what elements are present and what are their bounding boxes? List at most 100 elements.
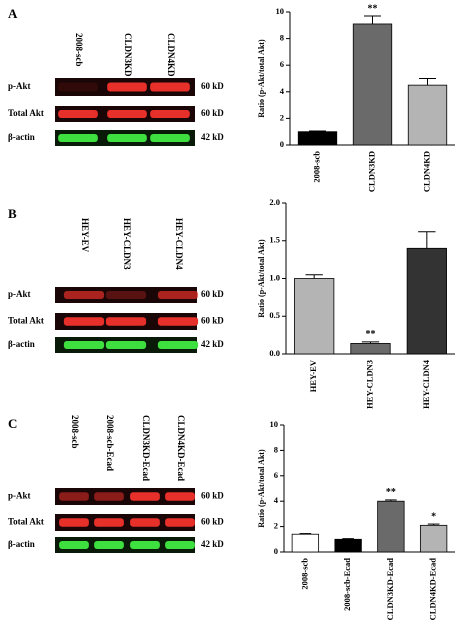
blot-band <box>165 492 195 501</box>
size-label: 60 kD <box>201 108 224 118</box>
bar <box>294 278 335 355</box>
y-tick-label: 6 <box>274 470 278 480</box>
blot-band <box>94 492 124 501</box>
y-tick-label: 8 <box>280 33 284 43</box>
bar <box>407 84 448 146</box>
blot-band <box>59 492 89 501</box>
blot-strip <box>55 488 195 505</box>
lane-label: CLDN4KD <box>166 33 176 77</box>
blot-band <box>63 291 105 299</box>
blot-band <box>58 82 98 92</box>
significance: * <box>431 511 436 522</box>
lane-label: CLDN4KD-Ecad <box>176 415 186 481</box>
size-label: 60 kD <box>201 491 224 501</box>
blot-band <box>150 110 190 118</box>
blot-band <box>58 110 98 118</box>
blot-band <box>105 291 147 299</box>
bar <box>419 524 448 553</box>
x-tick-label: 2008-scb <box>311 151 321 183</box>
size-label: 60 kD <box>201 81 224 91</box>
blot-band <box>58 134 98 142</box>
y-tick-label: 0.0 <box>269 348 280 358</box>
y-tick-label: 4 <box>274 495 279 505</box>
blot-band <box>165 518 195 527</box>
significance: ** <box>366 329 376 340</box>
row-label: β-actin <box>8 539 35 549</box>
lane-label: HEY-CLDN3 <box>122 218 132 270</box>
lane-label: CLDN3KD-Ecad <box>141 415 151 481</box>
bar <box>352 23 393 146</box>
blot-band <box>105 341 147 349</box>
x-tick-label: CLDN4KD <box>421 151 431 192</box>
x-tick-label: HEY-CLDN3 <box>364 360 374 409</box>
y-tick-label: 0 <box>274 546 278 556</box>
y-tick-label: 4 <box>280 86 285 96</box>
x-tick-label: HEY-CLDN4 <box>421 359 431 409</box>
y-tick-label: 10 <box>270 419 279 429</box>
y-tick-label: 2 <box>280 112 284 122</box>
y-tick-label: 10 <box>276 6 285 16</box>
size-label: 42 kD <box>201 132 224 142</box>
size-label: 60 kD <box>201 316 224 326</box>
x-tick-label: HEY-EV <box>308 359 318 392</box>
row-label: Total Akt <box>8 517 44 527</box>
blot-band <box>157 291 199 299</box>
lane-label: HEY-EV <box>80 218 90 253</box>
blot-strip <box>55 514 195 531</box>
lane-label: CLDN3KD <box>123 33 133 77</box>
x-tick-label: 2008-scb-Ecad <box>342 558 352 611</box>
row-label: p-Akt <box>8 491 31 501</box>
bar <box>334 538 362 553</box>
blot-band <box>107 110 147 118</box>
blot-band <box>107 82 147 92</box>
y-tick-label: 0 <box>280 139 284 149</box>
row-label: Total Akt <box>8 108 44 118</box>
blot-band <box>130 518 160 527</box>
bar <box>350 343 391 355</box>
lane-label: 2008-scb-Ecad <box>105 415 115 471</box>
x-tick-label: CLDN3KD-Ecad <box>385 558 395 620</box>
blot-band <box>157 317 199 326</box>
y-tick-label: 1.5 <box>269 235 280 245</box>
x-tick-label: 2008-scb <box>299 558 309 590</box>
blot-band <box>130 492 160 501</box>
size-label: 60 kD <box>201 289 224 299</box>
y-tick-label: 8 <box>274 444 278 454</box>
row-label: β-actin <box>8 132 35 142</box>
size-label: 42 kD <box>201 539 224 549</box>
panel-label: B <box>8 206 17 221</box>
y-tick-label: 2.0 <box>269 197 280 207</box>
bar <box>291 533 320 553</box>
bar <box>377 500 405 553</box>
y-tick-label: 0.5 <box>269 310 280 320</box>
blot-band <box>150 82 190 92</box>
size-label: 60 kD <box>201 517 224 527</box>
blot-band <box>107 134 147 142</box>
blot-band <box>59 541 89 549</box>
blot-band <box>59 518 89 527</box>
y-tick-label: 1.0 <box>269 272 280 282</box>
y-tick-label: 2 <box>274 521 278 531</box>
lane-label: 2008-scb <box>70 415 80 449</box>
y-axis-label: Ratio (p-Akt/total Akt) <box>257 449 266 528</box>
x-tick-label: CLDN4KD-Ecad <box>428 558 438 620</box>
y-axis-label: Ratio (p-Akt/total Akt) <box>257 39 266 118</box>
row-label: Total Akt <box>8 316 44 326</box>
bar <box>297 131 338 146</box>
row-label: p-Akt <box>8 289 31 299</box>
bar <box>406 247 447 355</box>
blot-band <box>157 341 199 349</box>
lane-label: 2008-scb <box>74 33 84 67</box>
significance: ** <box>368 3 378 14</box>
blot-band <box>63 317 105 326</box>
blot-band <box>150 134 190 142</box>
panel-label: C <box>8 416 17 431</box>
blot-band <box>165 541 195 549</box>
blot-band <box>94 518 124 527</box>
size-label: 42 kD <box>201 339 224 349</box>
y-axis-label: Ratio (p-Akt/total Akt) <box>257 239 266 318</box>
x-tick-label: CLDN3KD <box>366 151 376 192</box>
row-label: β-actin <box>8 339 35 349</box>
row-label: p-Akt <box>8 81 31 91</box>
